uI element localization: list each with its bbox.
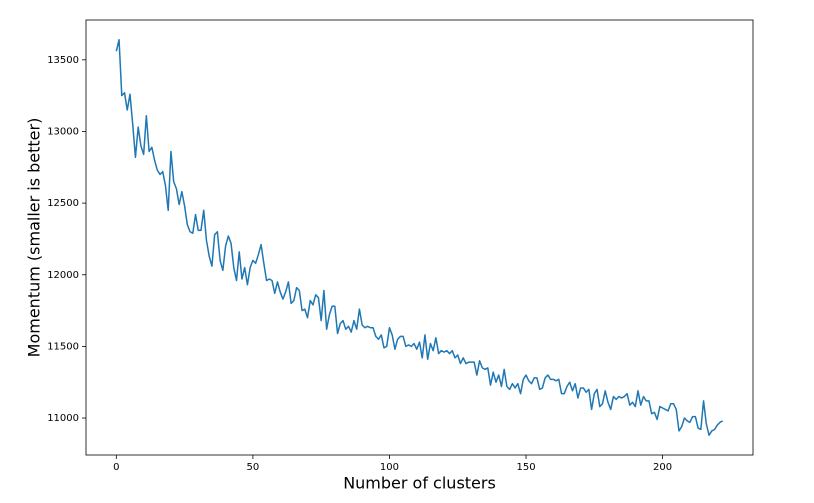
- x-tick-label: 150: [516, 462, 535, 473]
- y-tick-label: 13000: [47, 126, 79, 137]
- x-tick-label: 50: [247, 462, 260, 473]
- y-tick-label: 11000: [47, 413, 79, 424]
- x-tick-label: 100: [380, 462, 399, 473]
- y-tick-label: 13500: [47, 55, 79, 66]
- y-tick-label: 12000: [47, 270, 79, 281]
- data-line: [115, 39, 724, 436]
- x-axis-label: Number of clusters: [343, 474, 496, 493]
- y-tick-label: 12500: [47, 198, 79, 209]
- y-axis-label: Momentum (smaller is better): [25, 118, 44, 358]
- x-tick-label: 0: [113, 462, 119, 473]
- x-tick-label: 200: [653, 462, 672, 473]
- y-tick-label: 11500: [47, 341, 79, 352]
- plot-frame: [85, 19, 754, 456]
